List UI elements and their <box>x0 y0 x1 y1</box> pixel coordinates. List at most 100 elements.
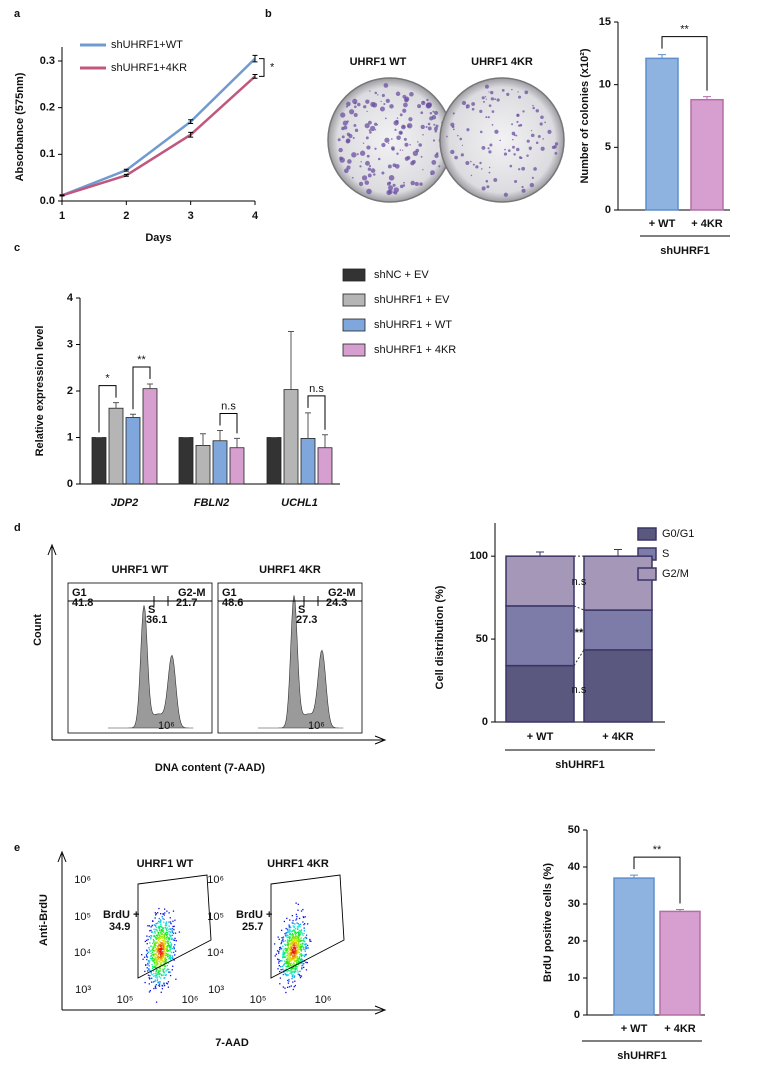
y-tick-label: 40 <box>568 861 580 873</box>
event-dot <box>288 940 290 943</box>
event-dot <box>290 944 292 946</box>
event-dot <box>161 958 164 960</box>
event-dot <box>159 945 161 948</box>
colony <box>402 184 406 187</box>
event-dot <box>162 961 164 963</box>
event-dot <box>292 934 294 936</box>
event-dot <box>160 942 163 944</box>
event-dot <box>303 927 305 929</box>
event-dot <box>159 964 162 966</box>
event-dot <box>160 948 162 950</box>
event-dot <box>301 944 303 946</box>
event-dot <box>284 962 287 964</box>
event-dot <box>162 912 164 915</box>
event-dot <box>279 948 281 951</box>
event-dot <box>296 963 298 965</box>
colony <box>359 165 362 168</box>
event-dot <box>280 947 282 950</box>
colony <box>367 167 372 171</box>
colony <box>503 192 508 197</box>
colony <box>427 122 431 126</box>
event-dot <box>158 967 160 969</box>
event-dot <box>298 939 300 941</box>
annotation: n.s <box>309 383 324 395</box>
event-dot <box>292 955 294 957</box>
event-dot <box>157 942 159 944</box>
event-dot <box>169 921 172 923</box>
event-dot <box>297 963 300 966</box>
error-bar <box>658 54 666 59</box>
event-dot <box>162 931 164 933</box>
event-dot <box>303 932 305 935</box>
event-dot <box>163 918 165 921</box>
event-dot <box>281 937 283 939</box>
event-dot <box>158 925 160 928</box>
event-dot <box>286 939 289 941</box>
event-dot <box>146 955 148 957</box>
event-dot <box>298 946 300 948</box>
colony <box>365 136 369 140</box>
event-dot <box>168 936 170 939</box>
event-dot <box>284 943 286 946</box>
event-dot <box>286 969 288 971</box>
colony <box>403 181 405 184</box>
event-dot <box>164 949 166 951</box>
event-dot <box>154 958 156 960</box>
event-dot <box>278 950 280 953</box>
colony <box>374 129 377 131</box>
event-dot <box>169 947 172 949</box>
image-title: UHRF1 4KR <box>267 858 329 870</box>
colony <box>389 104 394 109</box>
event-dot <box>157 933 160 935</box>
event-dot <box>158 939 160 942</box>
event-dot <box>166 964 168 967</box>
event-dot <box>283 963 285 966</box>
event-dot <box>291 942 293 945</box>
event-dot <box>304 937 306 939</box>
event-dot <box>162 952 164 954</box>
event-dot <box>147 964 149 966</box>
event-dot <box>280 942 282 945</box>
event-dot <box>162 950 164 953</box>
error-bar <box>676 909 684 912</box>
event-dot <box>306 961 308 964</box>
event-dot <box>168 945 171 948</box>
colony <box>484 84 489 89</box>
event-dot <box>285 965 287 968</box>
event-dot <box>165 970 167 972</box>
event-dot <box>293 938 296 940</box>
event-dot <box>173 925 175 927</box>
event-dot <box>156 960 159 962</box>
legend-label: shUHRF1+WT <box>111 39 183 51</box>
event-dot <box>289 959 291 961</box>
colony <box>514 179 518 184</box>
event-dot <box>292 919 294 922</box>
colony <box>471 102 476 106</box>
event-dot <box>287 945 289 947</box>
y-axis-label: Anti-BrdU <box>38 894 50 946</box>
event-dot <box>299 947 301 949</box>
event-dot <box>167 968 169 970</box>
annotation: n.s <box>221 400 236 412</box>
colony <box>342 120 348 126</box>
event-dot <box>147 970 149 972</box>
event-dot <box>162 936 164 938</box>
annotation: ** <box>653 844 662 856</box>
event-dot <box>299 970 301 972</box>
event-dot <box>168 933 170 935</box>
event-dot <box>298 917 301 920</box>
event-dot <box>164 940 167 942</box>
x-axis-label: 7-AAD <box>215 1037 249 1049</box>
colony <box>524 90 529 95</box>
event-dot <box>161 936 164 938</box>
event-dot <box>296 931 299 934</box>
event-dot <box>278 959 280 961</box>
event-dot <box>296 967 298 969</box>
event-dot <box>297 936 300 939</box>
event-dot <box>284 970 287 972</box>
event-dot <box>154 949 156 952</box>
event-dot <box>289 958 291 960</box>
colony <box>484 96 487 98</box>
event-dot <box>290 939 292 942</box>
colony <box>529 182 535 188</box>
